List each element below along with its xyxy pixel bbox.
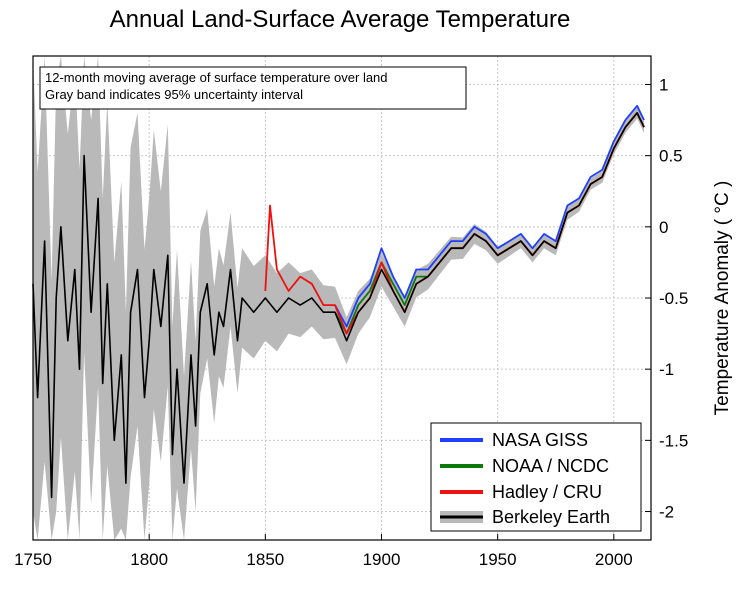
y-tick-layer: 1 0.5 0 -0.5 -1 -1.5 -2 <box>645 75 688 522</box>
legend-label-hadley: Hadley / CRU <box>492 482 602 502</box>
annotation-box: 12-month moving average of surface tempe… <box>39 66 467 110</box>
series-line-nasa-giss <box>334 104 645 328</box>
y-tick-label: 0 <box>659 218 668 237</box>
x-tick-label: 1900 <box>363 550 401 569</box>
legend-label-nasa: NASA GISS <box>492 430 588 450</box>
legend: NASA GISS NOAA / NCDC Hadley / CRU Berke… <box>430 422 642 532</box>
y-tick-label: -0.5 <box>659 289 688 308</box>
annotation-line-2: Gray band indicates 95% uncertainty inte… <box>45 87 303 102</box>
uncertainty-band-layer <box>33 56 644 540</box>
y-tick-label: -1 <box>659 360 674 379</box>
series-layer <box>32 104 645 499</box>
x-tick-label: 2000 <box>595 550 633 569</box>
y-tick-label: 0.5 <box>659 147 683 166</box>
y-tick-label: -1.5 <box>659 431 688 450</box>
x-tick-label: 1850 <box>246 550 284 569</box>
legend-label-berkeley: Berkeley Earth <box>492 507 610 527</box>
x-tick-layer: 1750 1800 1850 1900 1950 2000 <box>14 534 633 569</box>
y-tick-label: -2 <box>659 503 674 522</box>
y-axis-label: Temperature Anomaly ( °C ) <box>712 181 733 416</box>
x-tick-label: 1800 <box>130 550 168 569</box>
uncertainty-band <box>33 56 644 540</box>
legend-label-noaa: NOAA / NCDC <box>492 456 609 476</box>
x-tick-label: 1950 <box>479 550 517 569</box>
chart-title: Annual Land-Surface Average Temperature <box>109 6 571 33</box>
x-tick-label: 1750 <box>14 550 52 569</box>
y-tick-label: 1 <box>659 75 668 94</box>
series-line-berkeley-earth <box>32 112 645 499</box>
annotation-line-1: 12-month moving average of surface tempe… <box>45 70 388 85</box>
